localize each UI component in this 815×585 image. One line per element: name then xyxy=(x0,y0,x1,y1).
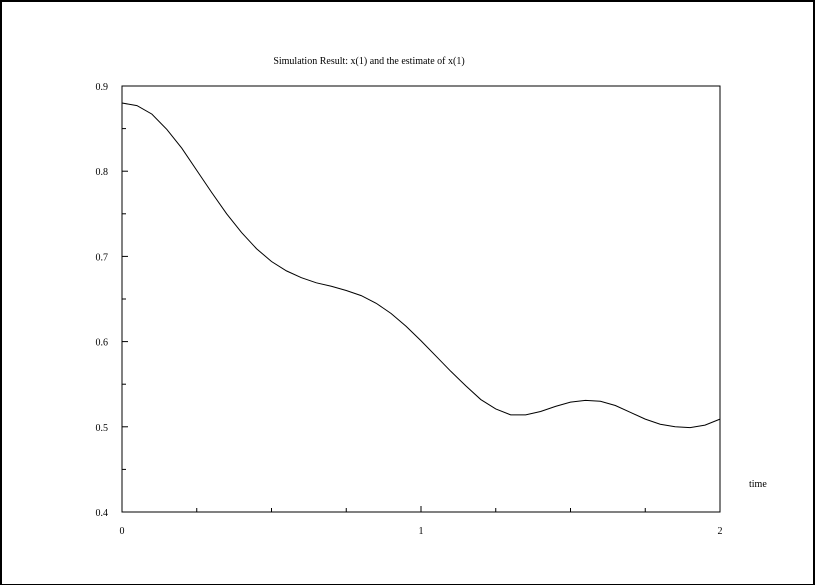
x-tick-label: 1 xyxy=(419,526,424,537)
y-tick-label: 0.4 xyxy=(96,508,109,519)
y-tick-label: 0.5 xyxy=(96,423,109,434)
x-tick-label: 2 xyxy=(718,526,723,537)
y-tick-label: 0.8 xyxy=(96,167,109,178)
y-tick-label: 0.9 xyxy=(96,82,109,93)
x-axis-label: time xyxy=(749,479,767,490)
axis-ticks-group xyxy=(122,86,720,512)
series-line-x1 xyxy=(122,103,720,428)
x-tick-label: 0 xyxy=(120,526,125,537)
y-tick-label: 0.7 xyxy=(96,252,109,263)
tick-labels-group: 0 1 2 0.4 0.5 0.6 0.7 0.8 0.9 xyxy=(96,82,723,537)
y-tick-label: 0.6 xyxy=(96,338,109,349)
chart-title: Simulation Result: x(1) and the estimate… xyxy=(273,56,464,67)
plot-area-border xyxy=(122,86,720,512)
